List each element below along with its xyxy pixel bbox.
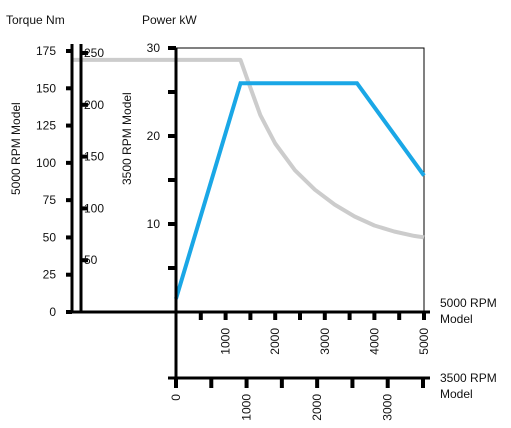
torque-header: Torque Nm [6, 13, 65, 27]
rpm-5000-tick-label: 1000 [219, 328, 233, 355]
rpm-3500-axis-title-line1: 3500 RPM [440, 371, 497, 385]
series-layer [72, 57, 426, 300]
torque-5000-tick-label: 75 [43, 193, 57, 207]
rpm-3500-ticks: 0 1000 2000 3000 [169, 378, 425, 421]
torque-3500-tick-label: 150 [84, 150, 104, 164]
torque-3500-tick-label: 250 [84, 46, 104, 60]
rpm-5000-tick-label: 2000 [268, 328, 282, 355]
torque-5000-tick-label: 0 [49, 305, 56, 319]
torque-5000-tick-label: 100 [36, 156, 56, 170]
torque-3500-tick-label: 50 [84, 253, 98, 267]
torque-5000-tick-label: 25 [43, 268, 57, 282]
torque-5000-tick-label: 50 [43, 230, 57, 244]
torque-5000-ticks: 0 25 50 75 100 125 150 175 [36, 44, 72, 319]
torque-5000-tick-label: 175 [36, 44, 56, 58]
rpm-3500-tick-label: 1000 [240, 394, 254, 421]
series-line-power [174, 81, 426, 300]
rpm-5000-axis-title-line1: 5000 RPM [440, 296, 497, 310]
power-tick-label: 30 [147, 41, 161, 55]
rpm-3500-tick-label: 2000 [310, 394, 324, 421]
rpm-5000-ticks: 1000 2000 3000 4000 5000 [198, 312, 431, 355]
rpm-3500-tick-label: 0 [169, 394, 183, 401]
power-header: Power kW [142, 13, 197, 27]
torque-3500-tick-label: 200 [84, 98, 104, 112]
power-tick-label: 20 [147, 129, 161, 143]
series-line-torque [72, 57, 425, 240]
torque-3500-axis-title: 3500 RPM Model [120, 92, 134, 185]
power-tick-label: 10 [147, 217, 161, 231]
rpm-5000-axis-title-line2: Model [440, 312, 473, 326]
rpm-5000-tick-label: 3000 [318, 328, 332, 355]
torque-5000-axis-title: 5000 RPM Model [9, 102, 23, 195]
rpm-5000-tick-label: 5000 [417, 328, 431, 355]
rpm-3500-tick-label: 3000 [381, 394, 395, 421]
torque-3500-ticks: 50 100 150 200 250 [81, 46, 104, 267]
power-ticks: 10 20 30 [147, 41, 176, 270]
rpm-3500-axis-title-line2: Model [440, 387, 473, 401]
torque-5000-tick-label: 150 [36, 81, 56, 95]
torque-3500-tick-label: 100 [84, 201, 104, 215]
torque-5000-tick-label: 125 [36, 119, 56, 133]
rpm-5000-tick-label: 4000 [367, 328, 381, 355]
